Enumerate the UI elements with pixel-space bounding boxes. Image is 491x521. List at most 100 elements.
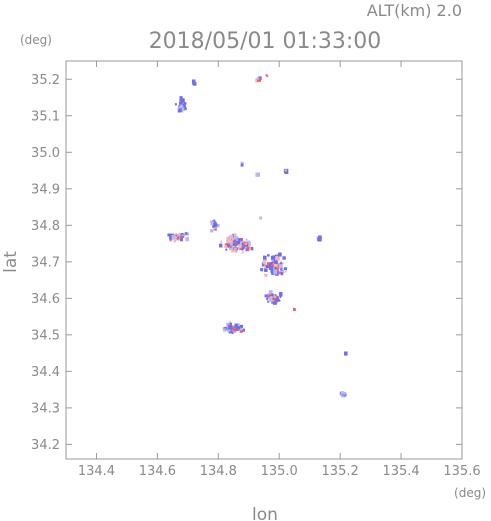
data-point	[264, 294, 268, 298]
data-point	[236, 239, 238, 241]
data-point	[270, 261, 273, 265]
data-point	[228, 330, 233, 334]
data-point	[239, 324, 244, 328]
data-point	[255, 172, 260, 177]
data-point	[274, 255, 279, 262]
data-point	[229, 321, 231, 323]
data-point	[244, 243, 249, 247]
x-tick-label: 134.4	[78, 464, 115, 479]
data-point	[267, 300, 270, 303]
data-point	[265, 74, 268, 76]
y-tick-label: 34.7	[31, 255, 60, 270]
data-point	[274, 266, 277, 270]
data-point	[193, 82, 197, 86]
data-point	[175, 234, 177, 237]
x-tick-label: 135.6	[443, 464, 480, 479]
y-axis-label: lat	[1, 251, 21, 273]
data-point	[180, 237, 183, 242]
data-point	[245, 238, 248, 241]
data-point	[229, 245, 232, 248]
data-point	[181, 235, 185, 238]
data-point	[238, 238, 242, 243]
data-point	[262, 259, 267, 265]
data-point	[231, 249, 235, 253]
x-tick-label: 134.6	[139, 464, 176, 479]
data-point	[274, 294, 277, 297]
data-point	[241, 251, 244, 254]
data-point	[245, 242, 248, 245]
data-point	[272, 297, 275, 301]
data-point	[270, 255, 275, 260]
data-point	[283, 267, 287, 271]
data-point	[180, 236, 182, 239]
data-point	[272, 270, 276, 273]
data-point	[177, 106, 181, 111]
data-point	[232, 242, 236, 246]
data-point	[245, 248, 248, 252]
data-point	[269, 265, 274, 269]
data-point	[234, 245, 237, 248]
y-tick-label: 35.0	[31, 146, 60, 161]
data-point	[177, 233, 180, 237]
data-point	[232, 240, 235, 243]
data-point	[228, 236, 230, 239]
data-point	[292, 307, 295, 310]
data-point	[257, 77, 262, 82]
data-point	[223, 328, 227, 332]
data-point	[276, 264, 280, 269]
data-point	[242, 246, 246, 249]
data-point	[265, 298, 268, 300]
data-point	[341, 391, 345, 395]
data-point	[179, 104, 183, 108]
data-point	[271, 298, 275, 302]
data-point	[271, 259, 274, 262]
data-point	[272, 301, 277, 305]
y-tick-label: 35.1	[31, 109, 60, 124]
data-point	[246, 246, 250, 251]
y-tick-label: 34.6	[31, 292, 60, 307]
data-point	[240, 161, 244, 164]
y-tick-label: 34.8	[31, 219, 60, 234]
data-points	[167, 74, 348, 398]
data-point	[173, 239, 177, 243]
data-point	[220, 240, 222, 243]
data-point	[271, 257, 276, 263]
data-point	[212, 225, 215, 228]
x-axis-label: lon	[252, 505, 278, 521]
data-point	[226, 239, 231, 244]
data-point	[269, 263, 272, 266]
data-point	[225, 248, 228, 251]
y-tick-label: 34.4	[31, 365, 60, 380]
data-point	[241, 247, 244, 251]
data-point	[209, 229, 214, 233]
data-point	[238, 245, 242, 249]
data-point	[281, 262, 284, 265]
data-point	[273, 263, 278, 268]
data-point	[214, 228, 217, 231]
data-point	[275, 296, 279, 301]
data-point	[278, 252, 282, 257]
x-tick-label: 134.8	[200, 464, 237, 479]
data-point	[281, 269, 285, 274]
data-point	[317, 237, 322, 242]
data-point	[182, 234, 186, 237]
data-point	[171, 235, 175, 240]
data-point	[174, 103, 177, 106]
data-point	[264, 267, 268, 272]
data-point	[270, 268, 274, 273]
data-point	[181, 107, 185, 112]
data-point	[226, 236, 231, 242]
data-point	[176, 237, 179, 240]
data-point	[282, 256, 286, 260]
data-point	[213, 222, 217, 228]
data-point	[169, 238, 173, 241]
data-point	[191, 79, 196, 85]
data-point	[178, 102, 182, 105]
data-point	[264, 273, 268, 277]
data-point	[280, 262, 283, 265]
axis-ticks: 134.4 134.6 134.8 135.0 135.2 135.4 135.6 34.2 3…	[31, 61, 481, 479]
data-point	[226, 323, 230, 328]
data-point	[232, 237, 236, 241]
data-point	[247, 240, 251, 245]
